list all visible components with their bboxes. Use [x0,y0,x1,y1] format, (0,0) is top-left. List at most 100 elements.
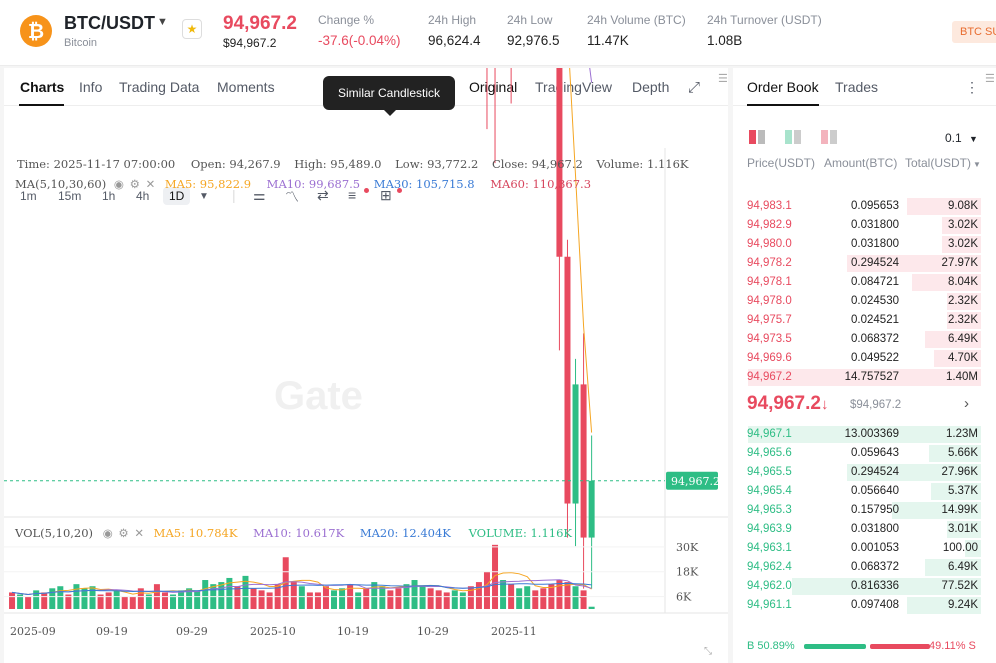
col-total[interactable]: Total(USDT) [905,156,972,170]
interval-4h[interactable]: 4h [136,189,150,203]
tab-order-book[interactable]: Order Book [747,79,819,95]
bid-price: 94,962.0 [747,580,792,592]
ask-price: 94,978.1 [747,276,792,288]
bid-row[interactable]: 94,961.1 0.097408 9.24K [733,596,996,615]
volume-bar [33,590,40,609]
ask-price: 94,967.2 [747,371,792,383]
close-icon[interactable]: ✕ [134,526,145,540]
bid-total: 3.01K [947,523,978,535]
chevron-down-icon[interactable]: ▼ [157,16,168,28]
drawing-tools-icon[interactable]: ≡ [348,187,357,203]
bid-amount: 0.068372 [851,561,899,573]
tab-charts[interactable]: Charts [20,79,65,95]
interval-1d[interactable]: 1D [163,187,191,205]
ma60-value: MA60: 110,367.3 [490,177,592,191]
pair-selector[interactable]: BTC/USDT [64,13,155,33]
ask-total: 4.70K [947,352,978,364]
favorite-star-icon[interactable]: ★ [182,19,202,39]
more-menu-icon[interactable]: ⋮ [965,79,979,95]
eye-icon[interactable]: ◉ [113,177,124,191]
tab-trading-data[interactable]: Trading Data [119,79,200,95]
tab-trades[interactable]: Trades [835,79,879,95]
bid-row[interactable]: 94,965.4 0.056640 5.37K [733,482,996,501]
ask-row[interactable]: 94,982.9 0.031800 3.02K [733,216,996,235]
bids-only-view-icon[interactable] [785,130,801,144]
vol-ma10-value: MA10: 10.617K [253,526,345,540]
ask-row[interactable]: 94,983.1 0.095653 9.08K [733,197,996,216]
chevron-right-icon[interactable]: › [964,395,969,412]
indicator-icon[interactable]: 〽 [285,189,299,205]
bid-row[interactable]: 94,962.0 0.816336 77.52K [733,577,996,596]
candlestick-type-icon[interactable]: ⚌ [253,187,266,203]
interval-15m[interactable]: 15m [58,189,82,203]
volume-bar [588,606,595,609]
bid-depth-bar [792,578,981,595]
view-tradingview[interactable]: TradingView [535,79,613,95]
bid-row[interactable]: 94,965.3 0.157950 14.99K [733,501,996,520]
ohlc-info: Time: 2025-11-17 07:00:00 Open: 94,267.9… [17,157,688,171]
candle-body [572,384,579,504]
interval-1h[interactable]: 1h [102,189,116,203]
close-icon[interactable]: ✕ [145,177,156,191]
ask-row[interactable]: 94,978.2 0.294524 27.97K [733,254,996,273]
eye-icon[interactable]: ◉ [102,526,113,540]
candlestick-chart[interactable]: 130,000.0125,000.0120,000.0115,000.0110,… [4,68,728,663]
ma10-value: MA10: 99,687.5 [266,177,361,191]
ask-row[interactable]: 94,975.7 0.024521 2.32K [733,311,996,330]
tab-moments[interactable]: Moments [217,79,275,95]
bid-total: 14.99K [941,504,978,516]
tab-info[interactable]: Info [79,79,103,95]
vol-ma5-line [11,572,592,596]
caret-down-icon[interactable]: ▼ [973,160,981,169]
ask-row[interactable]: 94,967.2 14.757527 1.40M [733,368,996,387]
similar-candlestick-icon[interactable]: ⊞ [380,187,392,203]
volume-bar [451,590,458,609]
bid-row[interactable]: 94,967.1 13.003369 1.23M [733,425,996,444]
volume-bar [540,588,547,609]
ask-depth-bar [911,274,981,291]
gear-icon[interactable]: ⚙ [129,177,140,191]
bid-row[interactable]: 94,962.4 0.068372 6.49K [733,558,996,577]
bid-depth-bar [847,464,981,481]
interval-1m[interactable]: 1m [20,189,37,203]
bid-total: 6.49K [947,561,978,573]
gear-icon[interactable]: ⚙ [118,526,129,540]
volume-bar [65,594,72,609]
bid-total: 27.96K [941,466,978,478]
volume-bar [202,580,209,609]
settings-sliders-icon[interactable]: ⇄ [317,187,329,203]
ask-row[interactable]: 94,978.0 0.024530 2.32K [733,292,996,311]
ask-total: 2.32K [947,314,978,326]
volume-bar [556,580,563,609]
ask-row[interactable]: 94,978.1 0.084721 8.04K [733,273,996,292]
bid-total: 77.52K [941,580,978,592]
ask-price: 94,975.7 [747,314,792,326]
volume-bar [234,586,241,609]
buy-ratio-bar [804,644,867,649]
ask-row[interactable]: 94,980.0 0.031800 3.02K [733,235,996,254]
interval-dropdown-icon[interactable]: ▼ [199,191,209,202]
ask-price: 94,983.1 [747,200,792,212]
ask-row[interactable]: 94,969.6 0.049522 4.70K [733,349,996,368]
panel-menu-icon[interactable]: ☰ [718,73,728,85]
view-original[interactable]: Original [469,79,518,95]
fullscreen-icon[interactable]: ⤢ [688,79,701,96]
bid-total: 9.24K [947,599,978,611]
bid-row[interactable]: 94,965.6 0.059643 5.66K [733,444,996,463]
vol-legend: VOL(5,10,20) ◉ ⚙ ✕ MA5: 10.784K MA10: 10… [15,526,572,540]
both-sides-view-icon[interactable] [749,130,765,144]
bid-row[interactable]: 94,965.5 0.294524 27.96K [733,463,996,482]
asks-only-view-icon[interactable] [821,130,837,144]
precision-select[interactable]: 0.1 ▼ [945,131,978,145]
ask-row[interactable]: 94,973.5 0.068372 6.49K [733,330,996,349]
candle-body [580,384,587,538]
bid-row[interactable]: 94,963.9 0.031800 3.01K [733,520,996,539]
view-depth[interactable]: Depth [632,79,670,95]
btc-button[interactable]: BTC SU [952,21,996,43]
volume-bar [483,571,490,609]
mid-price-value: 94,967.2 [747,393,821,414]
last-price-label: 94,967.2 [671,475,720,488]
x-tick-label: 2025-09 [10,625,56,638]
bid-row[interactable]: 94,963.1 0.001053 100.00 [733,539,996,558]
panel-menu-icon[interactable]: ☰ [985,73,995,85]
